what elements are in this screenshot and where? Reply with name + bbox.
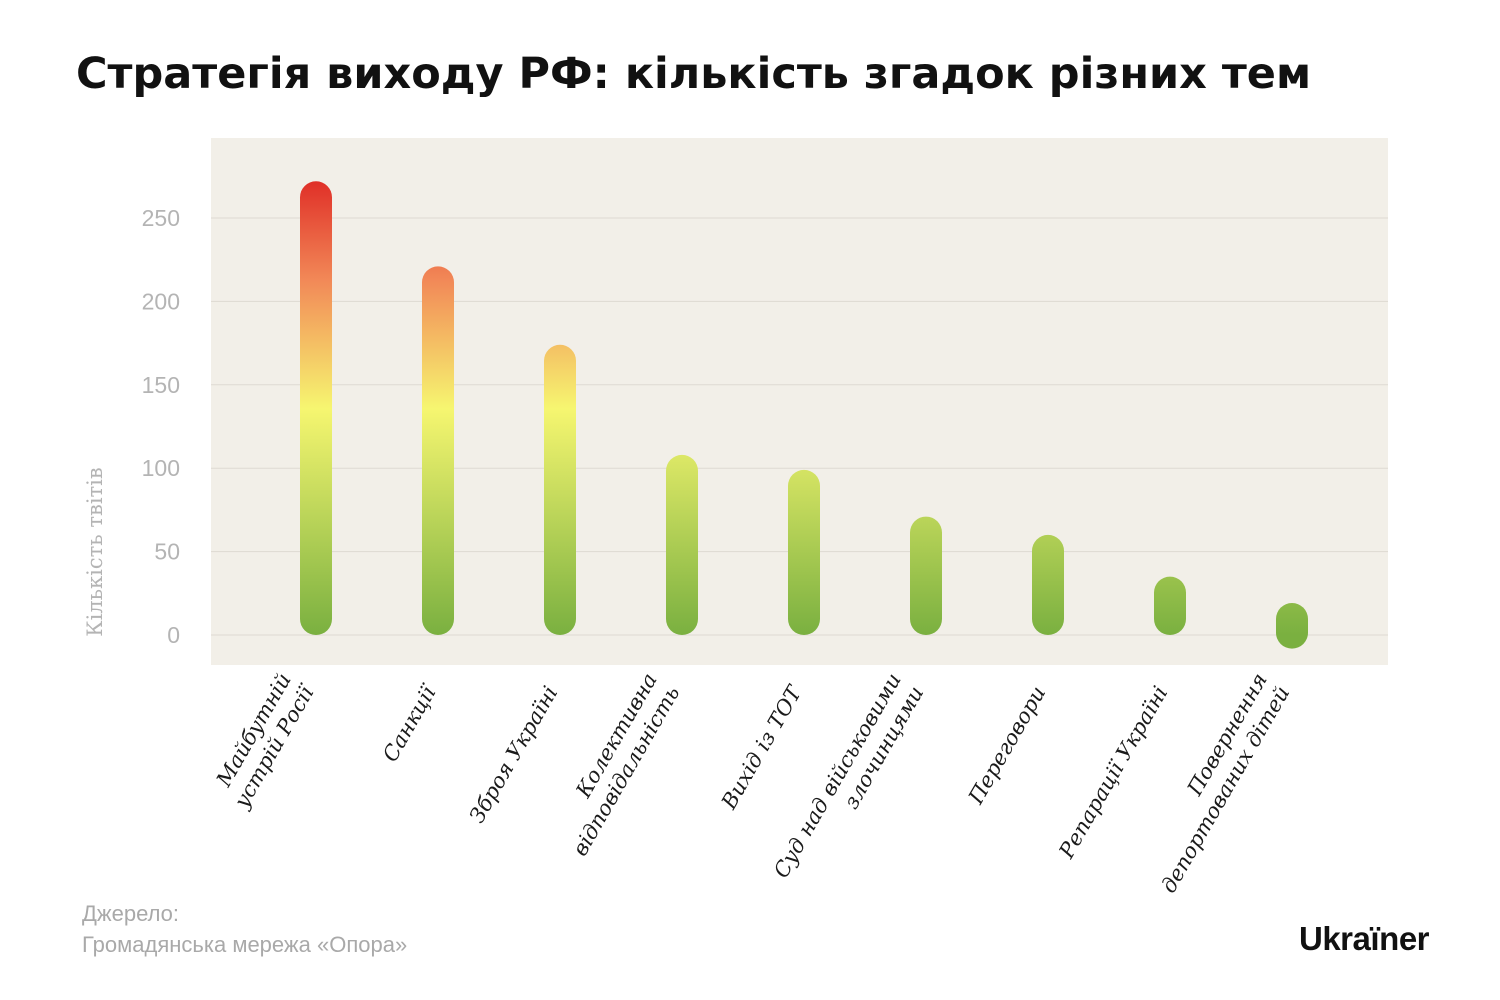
x-tick-label: Переговори bbox=[963, 682, 1050, 809]
source-text: Громадянська мережа «Опора» bbox=[82, 932, 408, 957]
y-axis-ticks: 0 50 100 150 200 250 bbox=[142, 205, 180, 648]
y-tick-label: 200 bbox=[142, 288, 180, 314]
gridlines bbox=[211, 217, 1388, 636]
ukrainer-logo: Ukraїner bbox=[1299, 920, 1430, 957]
chart-title: Стратегія виходу РФ: кількість згадок рі… bbox=[76, 49, 1312, 99]
y-tick-label: 0 bbox=[167, 622, 180, 648]
x-tick-label: Зброя Україні bbox=[465, 682, 563, 827]
source-label: Джерело: bbox=[82, 901, 180, 926]
x-tick-label: Репарації Україні bbox=[1054, 682, 1172, 863]
y-tick-label: 150 bbox=[142, 372, 180, 398]
x-tick-label: Вихід із ТОТ bbox=[716, 680, 807, 814]
x-tick-label-line: Репарації Україні bbox=[1054, 682, 1172, 863]
y-axis-label: Кількість твітів bbox=[83, 467, 107, 636]
y-tick-label: 50 bbox=[154, 539, 180, 565]
source-note: Джерело: Громадянська мережа «Опора» bbox=[82, 898, 407, 960]
x-tick-label-line: Санкції bbox=[378, 680, 441, 766]
x-tick-label: Санкції bbox=[378, 680, 441, 766]
x-tick-label-line: Зброя Україні bbox=[465, 682, 563, 827]
bars bbox=[300, 181, 1308, 649]
y-tick-label: 250 bbox=[142, 205, 180, 231]
x-tick-label-line: Переговори bbox=[963, 682, 1050, 809]
y-tick-label: 100 bbox=[142, 455, 180, 481]
x-tick-label-line: Вихід із ТОТ bbox=[716, 680, 807, 814]
